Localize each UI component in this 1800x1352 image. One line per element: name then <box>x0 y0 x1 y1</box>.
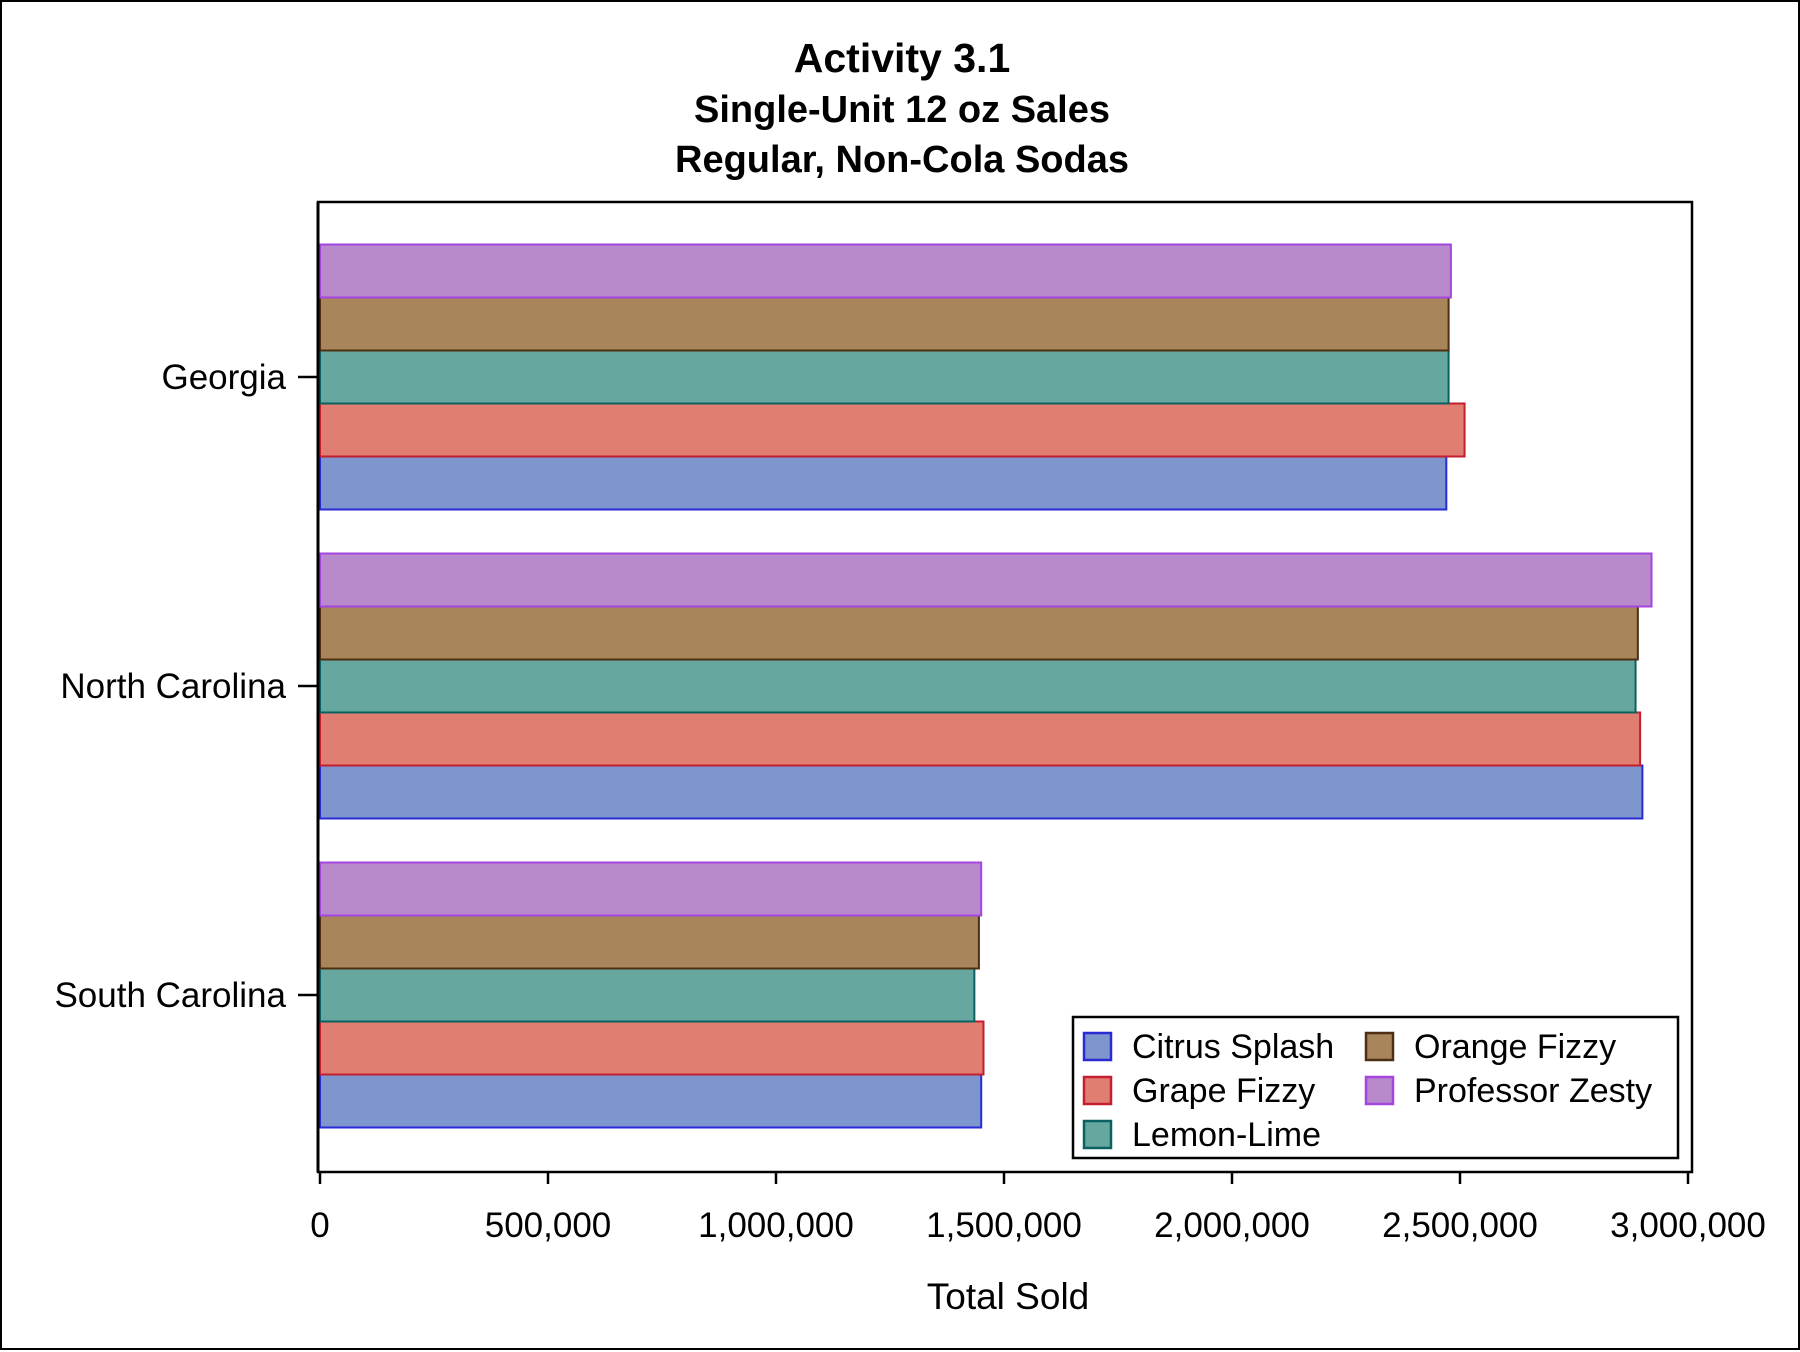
category-label: Georgia <box>161 358 286 397</box>
bar-north-carolina-lemon-lime <box>319 658 1637 714</box>
chart-subtitle-1: Single-Unit 12 oz Sales <box>694 89 1110 131</box>
bar-south-carolina-citrus-splash <box>319 1073 983 1129</box>
x-tick-label: 500,000 <box>485 1206 612 1245</box>
legend-label: Lemon-Lime <box>1132 1116 1321 1154</box>
bar-north-carolina-professor-zesty <box>319 552 1653 608</box>
chart-title: Activity 3.1 <box>794 35 1011 81</box>
legend-swatch <box>1082 1119 1113 1150</box>
legend-label: Citrus Splash <box>1132 1028 1334 1066</box>
x-tick-label: 1,000,000 <box>698 1206 854 1245</box>
legend-swatch <box>1082 1031 1113 1062</box>
legend-swatch <box>1364 1031 1395 1062</box>
bar-georgia-grape-fizzy <box>319 402 1466 458</box>
bar-north-carolina-citrus-splash <box>319 764 1644 820</box>
bar-north-carolina-orange-fizzy <box>319 605 1639 661</box>
legend: Citrus Splash Grape Fizzy Lemon-Lime Orange… <box>1071 1015 1680 1160</box>
bar-south-carolina-orange-fizzy <box>319 914 980 970</box>
bar-south-carolina-professor-zesty <box>319 861 983 917</box>
bar-south-carolina-grape-fizzy <box>319 1020 985 1076</box>
bars-group <box>319 243 1653 1129</box>
legend-label: Professor Zesty <box>1414 1072 1652 1110</box>
bar-georgia-lemon-lime <box>319 349 1450 405</box>
bar-georgia-professor-zesty <box>319 243 1452 299</box>
y-axis: Georgia North Carolina South Carolina <box>54 202 320 1172</box>
x-tick-label: 3,000,000 <box>1610 1206 1766 1245</box>
category-label: South Carolina <box>54 976 286 1015</box>
bar-south-carolina-lemon-lime <box>319 967 976 1023</box>
legend-swatch <box>1364 1075 1395 1106</box>
x-axis-title: Total Sold <box>927 1276 1090 1317</box>
bar-north-carolina-grape-fizzy <box>319 711 1642 767</box>
chart-subtitle-2: Regular, Non-Cola Sodas <box>675 139 1129 181</box>
x-tick-label: 2,500,000 <box>1382 1206 1538 1245</box>
bar-georgia-orange-fizzy <box>319 296 1450 352</box>
category-label: North Carolina <box>60 667 286 706</box>
legend-label: Orange Fizzy <box>1414 1028 1616 1066</box>
legend-label: Grape Fizzy <box>1132 1072 1315 1110</box>
x-tick-label: 1,500,000 <box>926 1206 1082 1245</box>
legend-swatch <box>1082 1075 1113 1106</box>
bar-georgia-citrus-splash <box>319 455 1448 511</box>
x-tick-label: 0 <box>310 1206 329 1245</box>
x-axis: 0 500,000 1,000,000 1,500,000 2,000,000 2,500… <box>310 1172 1766 1245</box>
x-tick-label: 2,000,000 <box>1154 1206 1310 1245</box>
